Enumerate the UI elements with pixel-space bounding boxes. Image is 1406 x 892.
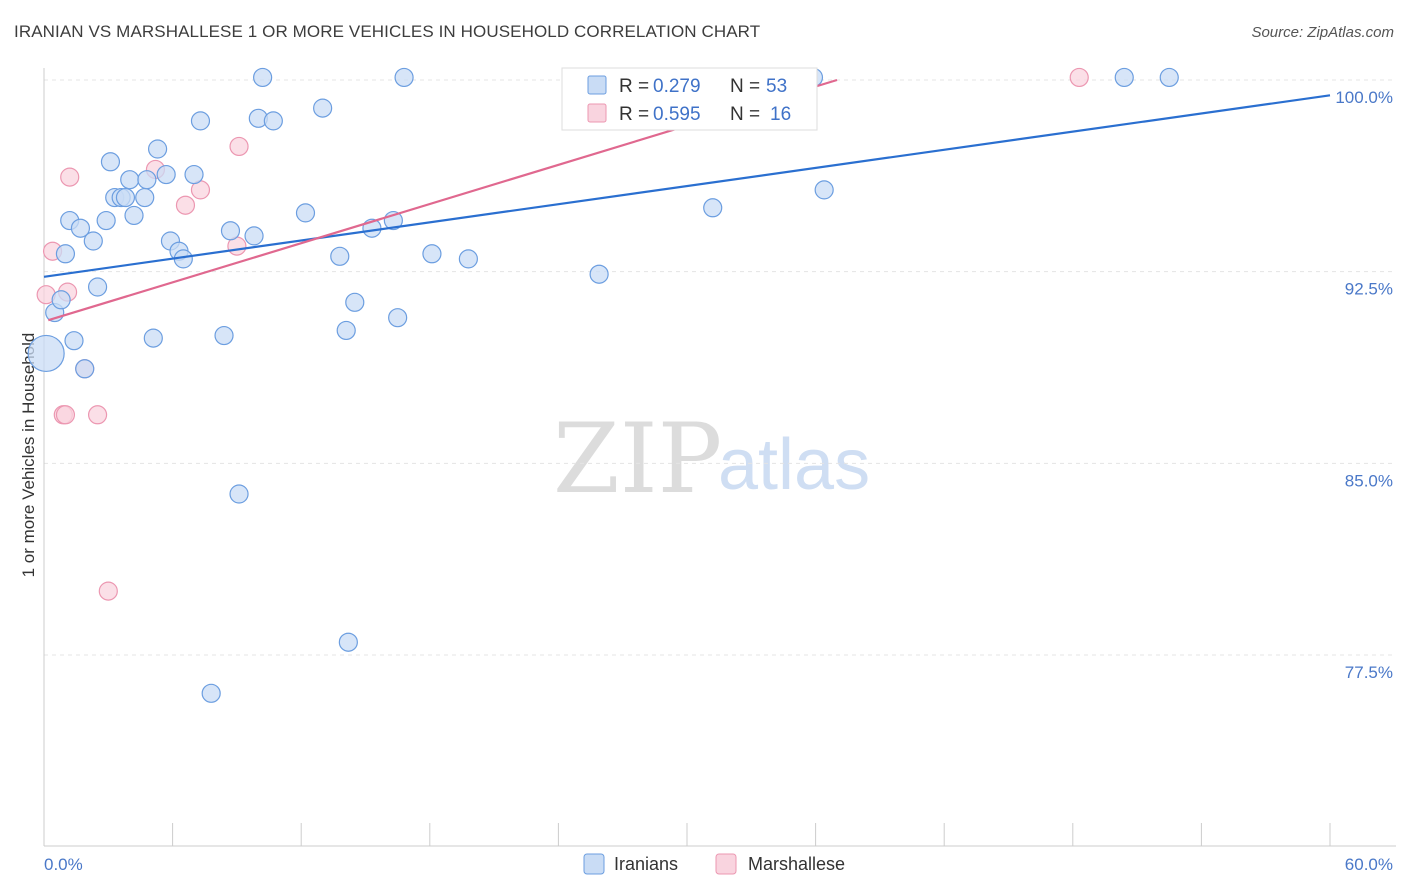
iranians-point[interactable] [147,139,168,159]
iranians-point[interactable] [220,221,241,241]
iranians-point[interactable] [64,331,84,351]
x-tick-label-max: 60.0% [1345,855,1393,874]
iranians-point[interactable] [156,164,176,185]
marshallese-point[interactable] [87,405,108,425]
iranians-point[interactable] [137,170,157,190]
y-axis-label: 1 or more Vehicles in Household [19,333,38,578]
iranians-trend-line [43,94,1331,278]
stats-legend: R = 0.279 N = 53 R = 0.595 N = 16 [561,67,818,131]
iranians-point[interactable] [27,334,65,373]
iranians-point[interactable] [422,244,442,264]
watermark-atlas: atlas [718,425,870,505]
marshallese-point[interactable] [60,167,80,187]
series-legend-swatch-marshallese[interactable] [715,853,737,875]
iranians-point[interactable] [703,198,723,218]
iranians-point[interactable] [75,359,95,379]
iranians-point[interactable] [120,170,140,190]
y-tick-label: 85.0% [1345,471,1393,490]
iranians-point[interactable] [100,152,121,172]
legend-r-value-marshallese: 0.595 [653,104,701,125]
iranians-point[interactable] [190,111,211,131]
iranians-point[interactable] [458,249,478,269]
iranians-point[interactable] [814,180,834,200]
series-legend-label-marshallese[interactable]: Marshallese [748,854,845,874]
gridlines [44,79,1396,656]
iranians-point[interactable] [55,244,76,264]
series-legend: Iranians Marshallese [583,853,845,875]
iranians-point[interactable] [394,67,414,88]
x-tick-label-min: 0.0% [44,855,83,874]
iranians-point[interactable] [83,231,103,251]
iranians-point[interactable] [229,484,249,504]
marshallese-point[interactable] [55,405,76,425]
marshallese-point[interactable] [1069,67,1089,88]
iranians-point[interactable] [96,210,116,231]
marshallese-point[interactable] [98,581,118,601]
marshallese-points [36,67,1089,601]
iranians-point[interactable] [253,67,273,88]
iranians-point[interactable] [336,320,356,341]
iranians-point[interactable] [214,325,234,346]
iranians-point[interactable] [87,277,108,297]
legend-r-label-marshallese: R = [619,104,649,125]
iranians-point[interactable] [263,111,283,131]
iranians-point[interactable] [388,308,408,328]
iranians-point[interactable] [313,98,333,118]
source-label: Source: ZipAtlas.com [1251,24,1394,41]
iranians-point[interactable] [1159,67,1179,88]
legend-swatch-iranians [587,75,607,95]
iranians-point[interactable] [184,164,204,185]
iranians-point[interactable] [345,292,365,312]
y-tick-label: 77.5% [1345,663,1393,682]
y-tick-label: 100.0% [1335,88,1393,107]
iranians-point[interactable] [124,205,144,226]
y-tick-label: 92.5% [1345,280,1393,299]
legend-n-value-iranians: 53 [766,76,787,97]
iranians-points [27,67,1179,703]
chart-title: IRANIAN VS MARSHALLESE 1 OR MORE VEHICLE… [14,22,761,41]
iranians-point[interactable] [115,187,136,208]
iranians-point[interactable] [51,290,71,310]
legend-n-label-iranians: N = [730,76,760,97]
marshallese-point[interactable] [175,195,196,215]
legend-r-label-iranians: R = [619,76,649,97]
y-tick-labels: 77.5% 85.0% 92.5% 100.0% [1335,88,1393,682]
marshallese-point[interactable] [229,136,249,157]
series-legend-label-iranians[interactable]: Iranians [614,854,678,874]
watermark: ZIP atlas [553,403,870,515]
iranians-point[interactable] [330,246,350,266]
x-axis-ticks [43,823,1331,846]
iranians-point[interactable] [338,632,358,652]
legend-n-label-marshallese: N = [730,104,760,125]
iranians-point[interactable] [589,264,609,284]
legend-swatch-marshallese [587,103,607,123]
iranians-point[interactable] [295,203,316,223]
iranians-point[interactable] [201,683,221,703]
iranians-point[interactable] [135,187,155,208]
watermark-zip: ZIP [553,403,722,515]
iranians-point[interactable] [244,226,264,246]
legend-r-value-iranians: 0.279 [653,76,701,97]
iranians-point[interactable] [143,328,163,348]
iranians-point[interactable] [70,218,91,238]
iranians-point[interactable] [1114,67,1134,88]
legend-n-value-marshallese: 16 [770,104,791,125]
series-legend-swatch-iranians[interactable] [583,853,605,875]
